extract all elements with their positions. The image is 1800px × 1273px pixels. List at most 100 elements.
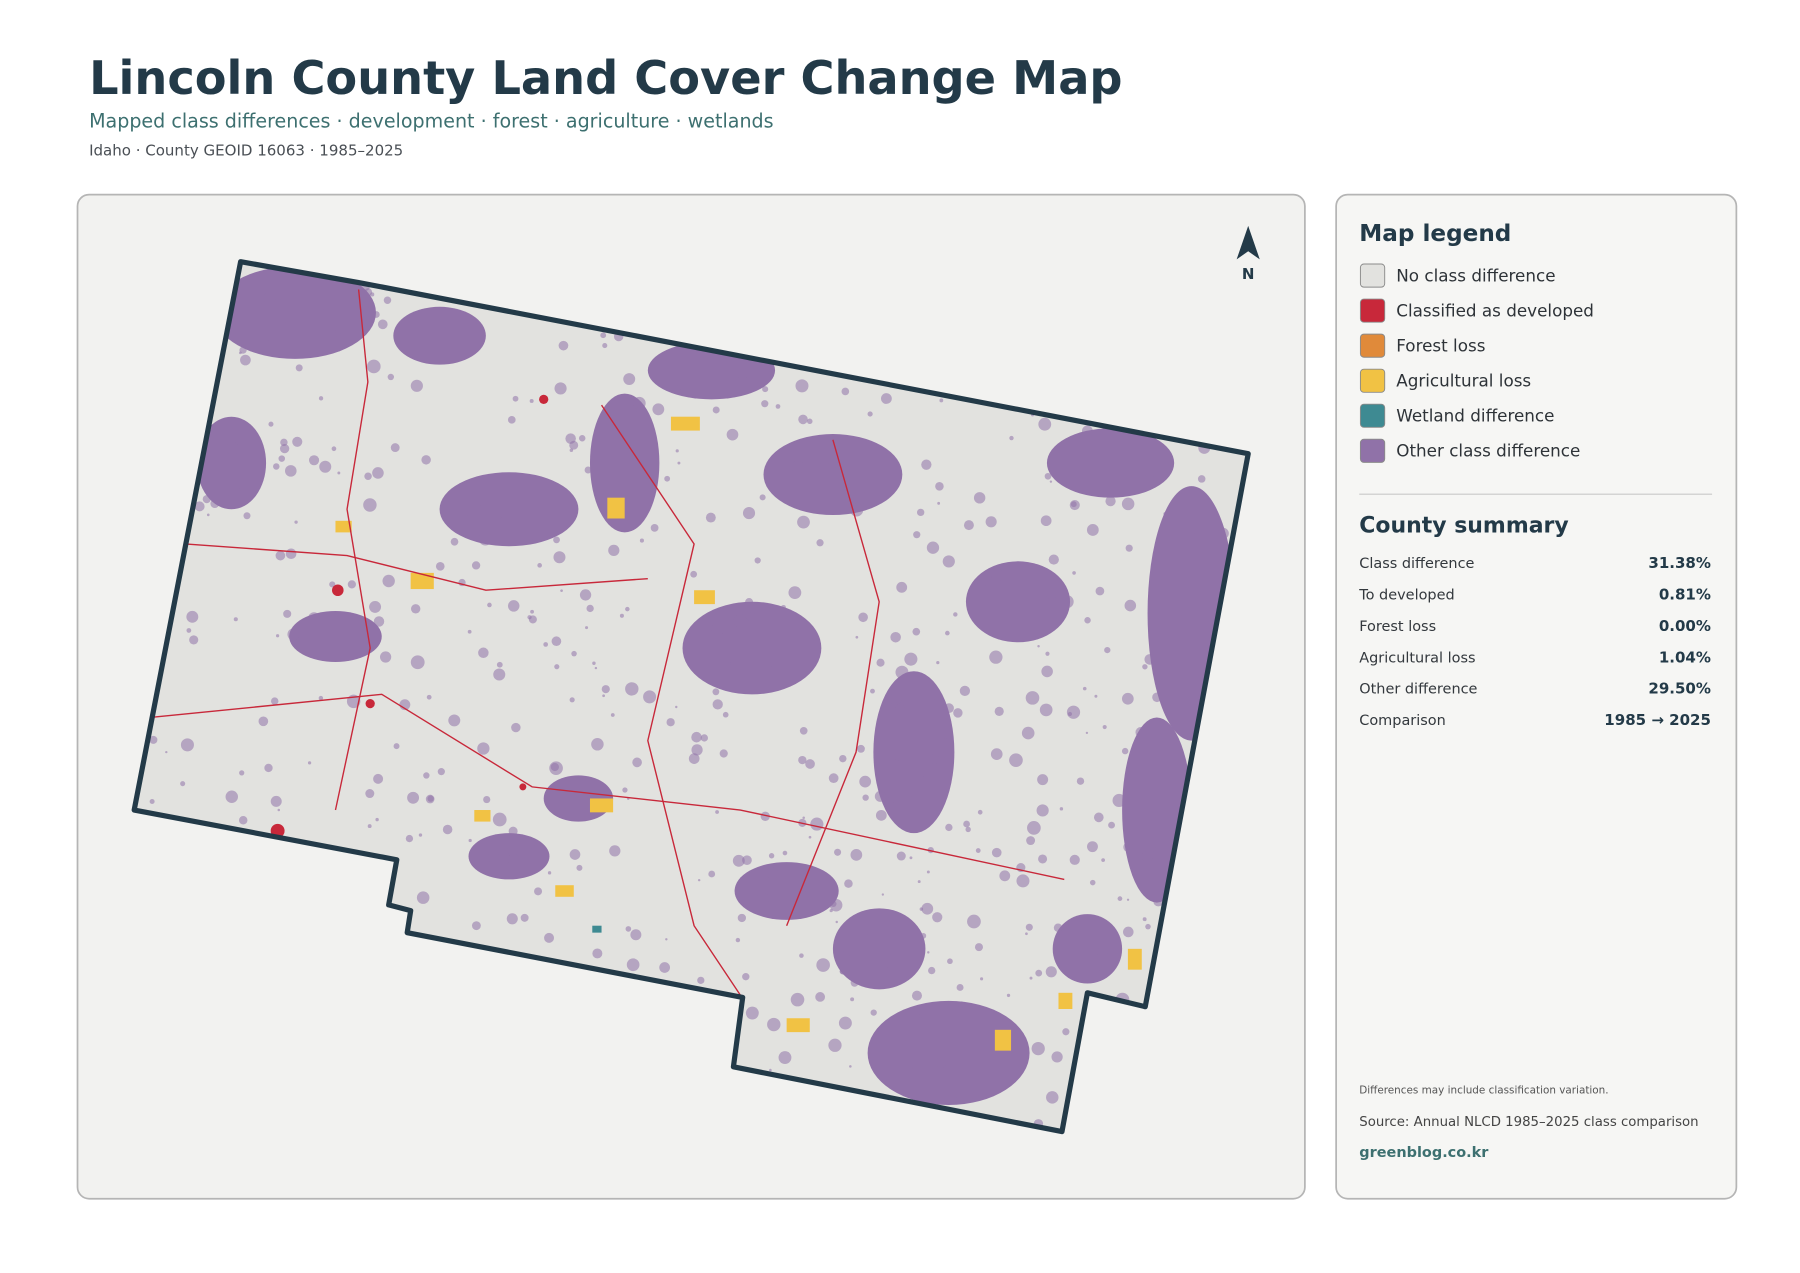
texture-speckle	[862, 794, 869, 801]
texture-speckle	[467, 629, 472, 634]
texture-speckle	[287, 628, 300, 641]
texture-speckle	[278, 455, 286, 462]
texture-speckle	[448, 714, 461, 727]
legend-swatch	[1359, 368, 1386, 393]
texture-speckle	[722, 711, 729, 718]
texture-speckle	[405, 834, 414, 843]
texture-speckle	[841, 387, 850, 396]
texture-speckle	[837, 946, 844, 953]
texture-speckle	[416, 891, 430, 904]
texture-speckle	[367, 359, 381, 374]
texture-speckle	[963, 820, 970, 828]
texture-speckle	[889, 692, 902, 705]
texture-speckle	[917, 880, 921, 884]
texture-speckle	[370, 292, 375, 297]
texture-speckle	[912, 627, 921, 636]
texture-speckle	[316, 308, 325, 317]
texture-speckle	[527, 615, 532, 620]
site-link: greenblog.co.kr	[1359, 1145, 1489, 1161]
texture-speckle	[602, 343, 608, 349]
summary-label: Class difference	[1359, 556, 1474, 572]
texture-speckle	[853, 490, 867, 505]
texture-speckle	[478, 531, 493, 546]
texture-speckle	[551, 636, 562, 647]
texture-speckle	[1093, 812, 1104, 823]
texture-speckle	[1016, 874, 1030, 888]
texture-speckle	[977, 809, 983, 815]
texture-speckle	[1089, 879, 1096, 886]
texture-speckle	[492, 812, 507, 827]
texture-speckle	[880, 455, 886, 462]
texture-speckle	[805, 759, 815, 769]
texture-speckle	[939, 398, 944, 403]
wetland-area	[592, 925, 602, 933]
texture-speckle	[238, 816, 248, 825]
texture-speckle	[1160, 858, 1170, 869]
texture-speckle	[554, 664, 560, 670]
texture-speckle	[347, 580, 356, 589]
texture-speckle	[928, 966, 936, 975]
texture-speckle	[1081, 425, 1093, 437]
texture-speckle	[622, 787, 628, 793]
texture-speckle	[410, 604, 421, 614]
texture-speckle	[705, 512, 716, 523]
texture-speckle	[1069, 854, 1080, 865]
agricultural-loss-areas	[335, 416, 1142, 1051]
texture-speckle	[810, 817, 824, 831]
texture-speckle	[1145, 923, 1151, 930]
texture-speckle	[508, 826, 518, 836]
texture-speckle	[929, 754, 940, 764]
texture-speckle	[740, 876, 744, 881]
texture-speckle	[1117, 896, 1123, 902]
texture-speckle	[407, 791, 420, 804]
texture-speckle	[1027, 821, 1041, 835]
texture-speckle	[927, 951, 930, 954]
texture-speckle	[506, 913, 518, 925]
texture-speckle	[967, 914, 981, 929]
texture-speckle	[867, 411, 873, 417]
texture-speckle	[1126, 898, 1130, 901]
texture-speckle	[1135, 727, 1146, 738]
texture-speckle	[712, 688, 720, 696]
summary-value: 29.50%	[1648, 680, 1711, 698]
texture-speckle	[244, 312, 253, 322]
texture-speckle	[726, 428, 739, 441]
texture-speckle	[849, 948, 861, 960]
texture-speckle	[677, 461, 681, 465]
texture-speckle	[727, 661, 731, 665]
texture-speckle	[881, 893, 885, 896]
texture-speckle	[569, 849, 581, 860]
texture-speckle	[553, 536, 560, 544]
texture-speckle	[675, 705, 678, 709]
texture-speckle	[858, 612, 868, 623]
texture-speckle	[373, 616, 385, 627]
texture-speckle	[901, 1040, 907, 1046]
texture-speckle	[965, 826, 971, 833]
texture-speckle	[331, 324, 338, 331]
texture-speckle	[762, 386, 769, 393]
texture-speckle	[947, 958, 953, 965]
texture-speckle	[797, 515, 810, 529]
texture-speckle	[828, 773, 839, 783]
texture-speckle	[827, 890, 833, 895]
texture-speckle	[273, 463, 280, 470]
texture-speckle	[989, 650, 1003, 664]
texture-speckle	[1037, 644, 1040, 648]
texture-speckle	[418, 833, 423, 837]
texture-speckle	[275, 634, 280, 638]
texture-speckle	[733, 614, 747, 628]
texture-speckle	[767, 1017, 781, 1032]
texture-speckle	[735, 937, 741, 943]
texture-speckle	[958, 1001, 965, 1008]
texture-speckle	[756, 892, 770, 906]
texture-speckle	[210, 499, 220, 509]
texture-speckle	[592, 948, 603, 959]
texture-speckle	[189, 635, 199, 645]
texture-speckle	[367, 824, 372, 829]
texture-speckle	[239, 346, 247, 354]
texture-speckle	[1153, 896, 1164, 907]
texture-speckle	[318, 695, 324, 701]
texture-speckle	[804, 888, 818, 901]
texture-speckle	[380, 651, 392, 663]
